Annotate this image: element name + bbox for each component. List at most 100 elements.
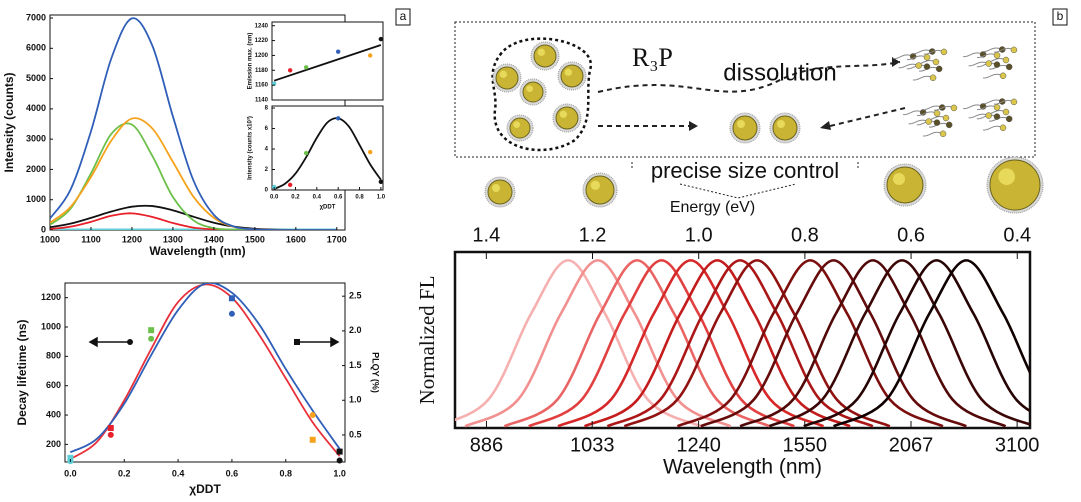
ligand <box>993 47 1015 53</box>
nanoparticle-core <box>893 173 905 185</box>
y-tick-label: 8 <box>265 106 269 112</box>
precursor <box>923 63 931 70</box>
nanoparticle-core <box>560 64 584 88</box>
data-point <box>336 448 343 455</box>
y-tick-label: 5000 <box>26 73 46 83</box>
data-point <box>107 425 114 432</box>
y-tick-label: 1000 <box>26 194 46 204</box>
series-line <box>583 259 851 428</box>
process-label: dissolution <box>723 59 836 86</box>
nanoparticle-core <box>772 115 798 141</box>
y-tick-label: 1000 <box>41 321 61 331</box>
ligand <box>976 105 998 111</box>
x-tick-label: 0.2 <box>291 195 300 201</box>
nanoparticle-core <box>886 166 924 204</box>
data-point <box>287 68 293 73</box>
y-tick-label: 4000 <box>26 103 46 113</box>
y-tick-label: 3000 <box>26 134 46 144</box>
nanoparticle-core <box>522 81 544 103</box>
data-point <box>309 412 316 419</box>
nanoparticle-core <box>526 85 534 92</box>
x-tick-label: 1100 <box>81 234 101 244</box>
precursor <box>985 112 992 119</box>
ligand <box>908 119 929 125</box>
precursor <box>1002 56 1010 64</box>
nanoparticle-core <box>998 168 1016 186</box>
data-point <box>287 182 293 188</box>
x-tick-label: 0.0 <box>64 468 77 478</box>
series-line <box>50 212 337 230</box>
series-line <box>50 17 337 230</box>
data-point <box>309 436 316 443</box>
nanoparticle-core <box>495 66 519 90</box>
x-tick-label: 1240 <box>676 434 721 456</box>
x-tick-label: 0.6 <box>334 195 343 201</box>
series-line <box>832 259 1030 428</box>
panel-b-label: b <box>1052 8 1068 26</box>
axis-arrow <box>88 336 130 348</box>
ligand <box>916 120 938 126</box>
panel-label: b <box>1057 9 1064 23</box>
plot-frame <box>64 282 346 463</box>
ligand <box>982 125 1004 131</box>
precursor <box>993 113 1001 120</box>
ligand <box>922 131 944 137</box>
series-line <box>768 259 1030 428</box>
x-tick-label: 0.0 <box>270 195 279 201</box>
x2-tick-label: 0.4 <box>1003 224 1031 246</box>
data-point <box>378 36 384 42</box>
precursor <box>932 58 940 66</box>
precursor <box>935 65 943 73</box>
panel-a-label: a <box>395 8 411 26</box>
data-point <box>367 53 373 58</box>
y2-axis-label: PLQY (%) <box>371 352 381 393</box>
y-tick-label: 1160 <box>255 83 269 89</box>
x-tick-label: 1300 <box>163 234 183 244</box>
ligand <box>976 53 998 59</box>
data-point <box>335 116 341 121</box>
y2-tick-label: 1.5 <box>349 360 362 370</box>
nanoparticle-core <box>777 120 785 128</box>
precursor <box>993 61 1001 68</box>
ligand <box>898 63 919 69</box>
ligand <box>902 110 924 116</box>
data-point <box>271 184 277 190</box>
y-axis-label: Intensity (counts x10³) <box>247 116 254 180</box>
ligand <box>892 54 914 60</box>
x-tick-label: 1700 <box>327 234 347 244</box>
y-tick-label: 1220 <box>255 38 269 44</box>
scheme: R₃P dissolution precise size control <box>454 21 1044 214</box>
y-axis-label: Intensity (counts) <box>2 72 16 172</box>
nanoparticle-core <box>492 184 500 192</box>
data-point <box>148 327 155 334</box>
x2-axis-label: Energy (eV) <box>670 199 755 216</box>
x-tick-label: 0.6 <box>226 468 239 478</box>
y-tick-label: 1140 <box>255 98 269 104</box>
x-tick-label: 886 <box>470 434 503 456</box>
data-point <box>303 65 309 70</box>
precursor <box>993 104 1001 111</box>
x-tick-label: 1000 <box>40 234 60 244</box>
ligand <box>962 52 984 58</box>
y-tick-label: 4 <box>265 147 269 153</box>
precursor <box>1010 46 1018 54</box>
series-line <box>623 259 891 428</box>
ligand <box>982 47 1003 53</box>
ligand <box>968 61 989 67</box>
precursor <box>999 72 1007 80</box>
series-line <box>557 259 825 428</box>
precursor <box>929 74 937 82</box>
x-axis-label: χDDT <box>320 205 336 211</box>
precursor <box>933 119 941 126</box>
data-point <box>148 335 155 342</box>
data-point <box>303 150 309 156</box>
nanoparticle-core <box>499 70 508 79</box>
series-line <box>69 283 341 454</box>
nanoparticle-core <box>533 44 557 68</box>
y-axis-label: Decay lifetime (ns) <box>15 319 29 425</box>
precursor <box>915 62 922 69</box>
x-tick-label: 0.8 <box>280 468 293 478</box>
ligand <box>912 75 934 81</box>
nanoparticle-core <box>559 110 567 119</box>
